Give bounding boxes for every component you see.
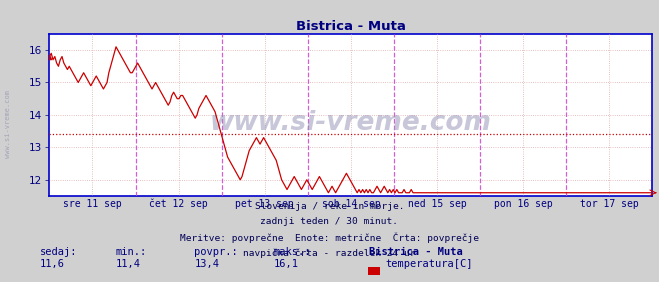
Text: www.si-vreme.com: www.si-vreme.com <box>5 90 11 158</box>
Text: min.:: min.: <box>115 247 146 257</box>
Text: navpična črta - razdelek 24 ur: navpična črta - razdelek 24 ur <box>243 248 416 258</box>
Text: 13,4: 13,4 <box>194 259 219 269</box>
Text: sedaj:: sedaj: <box>40 247 77 257</box>
Text: temperatura[C]: temperatura[C] <box>386 259 473 269</box>
Text: 16,1: 16,1 <box>273 259 299 269</box>
Text: maks.:: maks.: <box>273 247 311 257</box>
Title: Bistrica - Muta: Bistrica - Muta <box>296 20 406 33</box>
Text: zadnji teden / 30 minut.: zadnji teden / 30 minut. <box>260 217 399 226</box>
Text: povpr.:: povpr.: <box>194 247 238 257</box>
Text: Meritve: povprečne  Enote: metrične  Črta: povprečje: Meritve: povprečne Enote: metrične Črta:… <box>180 233 479 243</box>
Text: www.si-vreme.com: www.si-vreme.com <box>210 110 492 136</box>
Text: Slovenija / reke in morje.: Slovenija / reke in morje. <box>255 202 404 211</box>
Text: 11,4: 11,4 <box>115 259 140 269</box>
Text: Bistrica - Muta: Bistrica - Muta <box>369 247 463 257</box>
Text: 11,6: 11,6 <box>40 259 65 269</box>
